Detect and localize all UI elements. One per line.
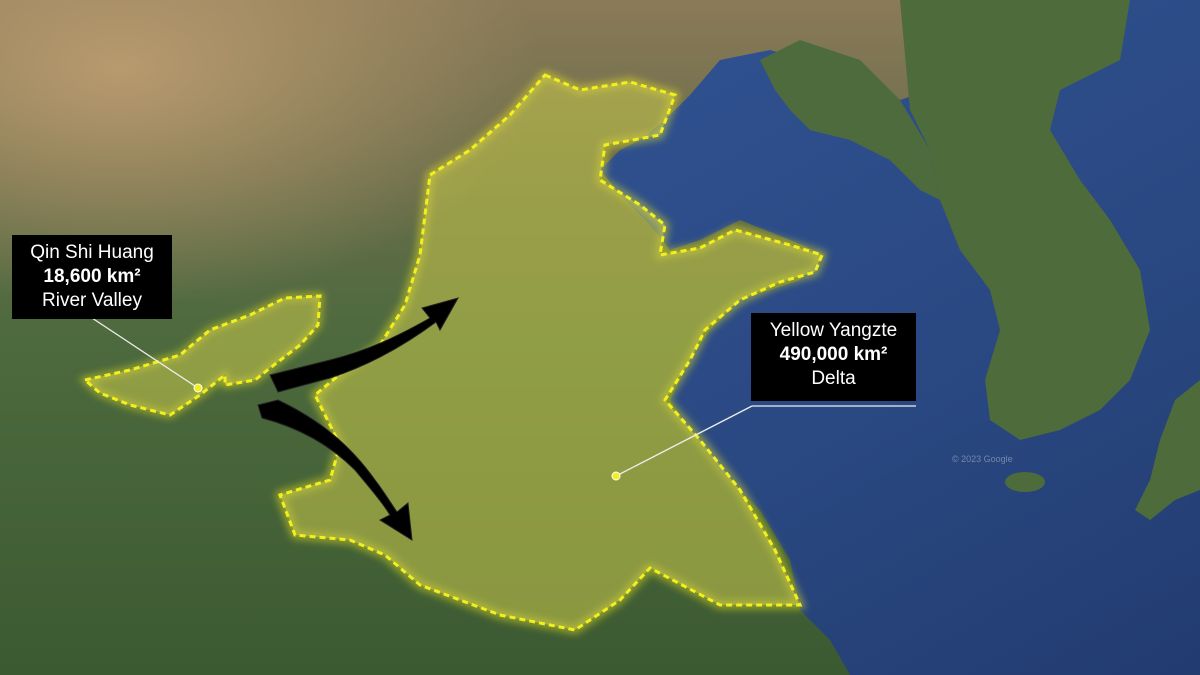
- korea-peninsula: [900, 0, 1150, 440]
- map-watermark: © 2023 Google: [952, 454, 1013, 464]
- jeju-island: [1005, 472, 1045, 492]
- qin-marker[interactable]: [193, 383, 203, 393]
- yellow-callout: Yellow Yangzte 490,000 km² Delta: [751, 313, 916, 401]
- yellow-leader-line: [615, 405, 753, 477]
- qin-callout-area: 18,600 km²: [43, 266, 141, 287]
- arrow-southeast: [257, 399, 413, 541]
- qin-region[interactable]: [81, 294, 322, 417]
- liaodong-peninsula: [760, 40, 940, 200]
- qin-callout-type: River Valley: [42, 290, 142, 311]
- yellow-callout-area: 490,000 km²: [779, 344, 888, 365]
- japan-coast: [1135, 380, 1200, 520]
- yellow-callout-name: Yellow Yangzte: [769, 320, 898, 341]
- yellow-region[interactable]: [278, 73, 825, 632]
- qin-callout-name: Qin Shi Huang: [30, 242, 154, 263]
- qin-leader-line: [91, 317, 199, 389]
- arrow-northeast: [269, 297, 460, 393]
- yellow-marker[interactable]: [611, 471, 621, 481]
- yellow-callout-type: Delta: [811, 368, 856, 389]
- qin-callout: Qin Shi Huang 18,600 km² River Valley: [12, 235, 172, 319]
